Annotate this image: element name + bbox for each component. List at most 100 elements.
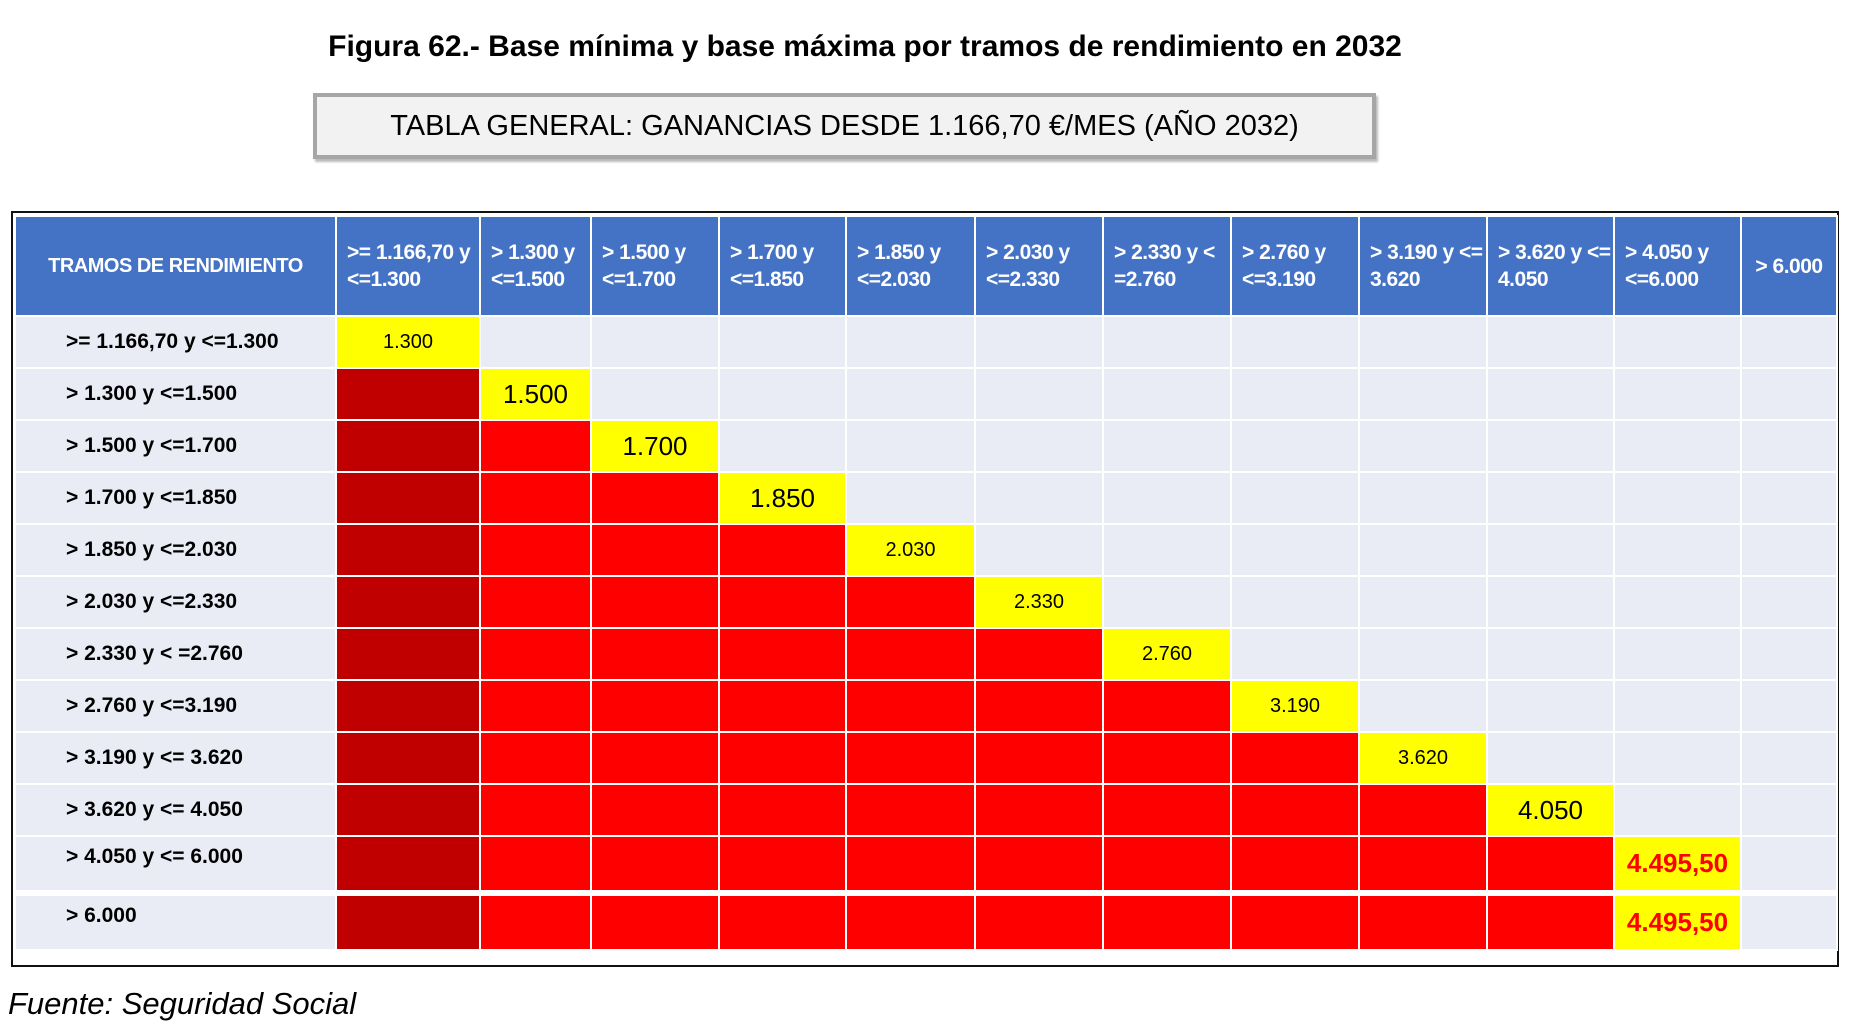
table-row: > 1.850 y <=2.030 2.030: [14, 523, 1838, 577]
empty-cell: [1740, 890, 1838, 951]
filled-cell: [1486, 835, 1615, 894]
empty-cell: [1102, 471, 1232, 525]
filled-cell: [335, 835, 481, 894]
empty-cell: [1102, 419, 1232, 473]
column-header: > 1.700 y <=1.850: [718, 215, 847, 317]
filled-cell: [1102, 890, 1232, 951]
filled-cell: [590, 523, 720, 577]
filled-cell: [1102, 731, 1232, 785]
filled-cell: [718, 731, 847, 785]
filled-cell: [479, 783, 592, 837]
column-header: > 2.030 y <=2.330: [974, 215, 1104, 317]
filled-cell: [974, 783, 1104, 837]
base-value-cell: 1.300: [335, 315, 481, 369]
empty-cell: [1358, 315, 1488, 369]
base-value-cell: 4.495,50: [1613, 890, 1742, 951]
empty-cell: [1613, 731, 1742, 785]
base-value-cell: 2.030: [845, 523, 976, 577]
filled-cell: [335, 419, 481, 473]
filled-cell: [1102, 783, 1232, 837]
empty-cell: [1740, 627, 1838, 681]
column-header: >= 1.166,70 y <=1.300: [335, 215, 481, 317]
empty-cell: [1230, 471, 1360, 525]
filled-cell: [335, 523, 481, 577]
table-row: > 3.620 y <= 4.050 4.050: [14, 783, 1838, 837]
empty-cell: [845, 367, 976, 421]
empty-cell: [1740, 575, 1838, 629]
empty-cell: [1358, 419, 1488, 473]
empty-cell: [1613, 783, 1742, 837]
empty-cell: [718, 315, 847, 369]
column-header: > 6.000: [1740, 215, 1838, 317]
table-row: > 2.760 y <=3.190 3.190: [14, 679, 1838, 733]
empty-cell: [1486, 367, 1615, 421]
empty-cell: [1358, 523, 1488, 577]
filled-cell: [335, 367, 481, 421]
base-value-cell: 1.500: [479, 367, 592, 421]
filled-cell: [1358, 835, 1488, 894]
filled-cell: [590, 731, 720, 785]
filled-cell: [479, 419, 592, 473]
filled-cell: [1358, 890, 1488, 951]
empty-cell: [1613, 575, 1742, 629]
filled-cell: [479, 575, 592, 629]
empty-cell: [1486, 471, 1615, 525]
empty-cell: [1486, 315, 1615, 369]
filled-cell: [335, 471, 481, 525]
filled-cell: [590, 471, 720, 525]
row-label: > 2.030 y <=2.330: [14, 575, 337, 629]
empty-cell: [1230, 315, 1360, 369]
empty-cell: [1740, 367, 1838, 421]
row-label: > 3.190 y <= 3.620: [14, 731, 337, 785]
row-label: > 3.620 y <= 4.050: [14, 783, 337, 837]
filled-cell: [718, 575, 847, 629]
empty-cell: [1102, 575, 1232, 629]
table-subtitle: TABLA GENERAL: GANANCIAS DESDE 1.166,70 …: [313, 93, 1376, 159]
column-header: > 2.330 y < =2.760: [1102, 215, 1232, 317]
empty-cell: [1613, 315, 1742, 369]
empty-cell: [1486, 627, 1615, 681]
filled-cell: [479, 679, 592, 733]
filled-cell: [479, 890, 592, 951]
empty-cell: [1358, 575, 1488, 629]
filled-cell: [590, 679, 720, 733]
table-row: > 2.030 y <=2.330 2.330: [14, 575, 1838, 629]
filled-cell: [335, 890, 481, 951]
filled-cell: [590, 783, 720, 837]
filled-cell: [479, 471, 592, 525]
source-note: Fuente: Seguridad Social: [8, 986, 357, 1021]
filled-cell: [845, 627, 976, 681]
empty-cell: [1740, 679, 1838, 733]
empty-cell: [1230, 523, 1360, 577]
figure-title: Figura 62.- Base mínima y base máxima po…: [328, 30, 1402, 63]
filled-cell: [718, 523, 847, 577]
filled-cell: [1102, 679, 1232, 733]
filled-cell: [845, 679, 976, 733]
empty-cell: [1358, 627, 1488, 681]
empty-cell: [718, 419, 847, 473]
empty-cell: [479, 315, 592, 369]
filled-cell: [974, 835, 1104, 894]
empty-cell: [1740, 835, 1838, 894]
filled-cell: [718, 783, 847, 837]
filled-cell: [335, 731, 481, 785]
empty-cell: [1230, 367, 1360, 421]
corner-header: TRAMOS DE RENDIMIENTO: [14, 215, 337, 317]
empty-cell: [1102, 315, 1232, 369]
empty-cell: [974, 367, 1104, 421]
empty-cell: [1613, 367, 1742, 421]
filled-cell: [335, 575, 481, 629]
column-header: > 4.050 y <=6.000: [1613, 215, 1742, 317]
base-value-cell: 4.495,50: [1613, 835, 1742, 894]
filled-cell: [335, 783, 481, 837]
bases-grid: TRAMOS DE RENDIMIENTO >= 1.166,70 y <=1.3…: [14, 215, 1838, 951]
base-value-cell: 4.050: [1486, 783, 1615, 837]
filled-cell: [718, 627, 847, 681]
table-row: > 1.700 y <=1.850 1.850: [14, 471, 1838, 525]
empty-cell: [1740, 783, 1838, 837]
empty-cell: [1102, 523, 1232, 577]
filled-cell: [1358, 783, 1488, 837]
empty-cell: [1486, 419, 1615, 473]
filled-cell: [718, 679, 847, 733]
empty-cell: [974, 315, 1104, 369]
